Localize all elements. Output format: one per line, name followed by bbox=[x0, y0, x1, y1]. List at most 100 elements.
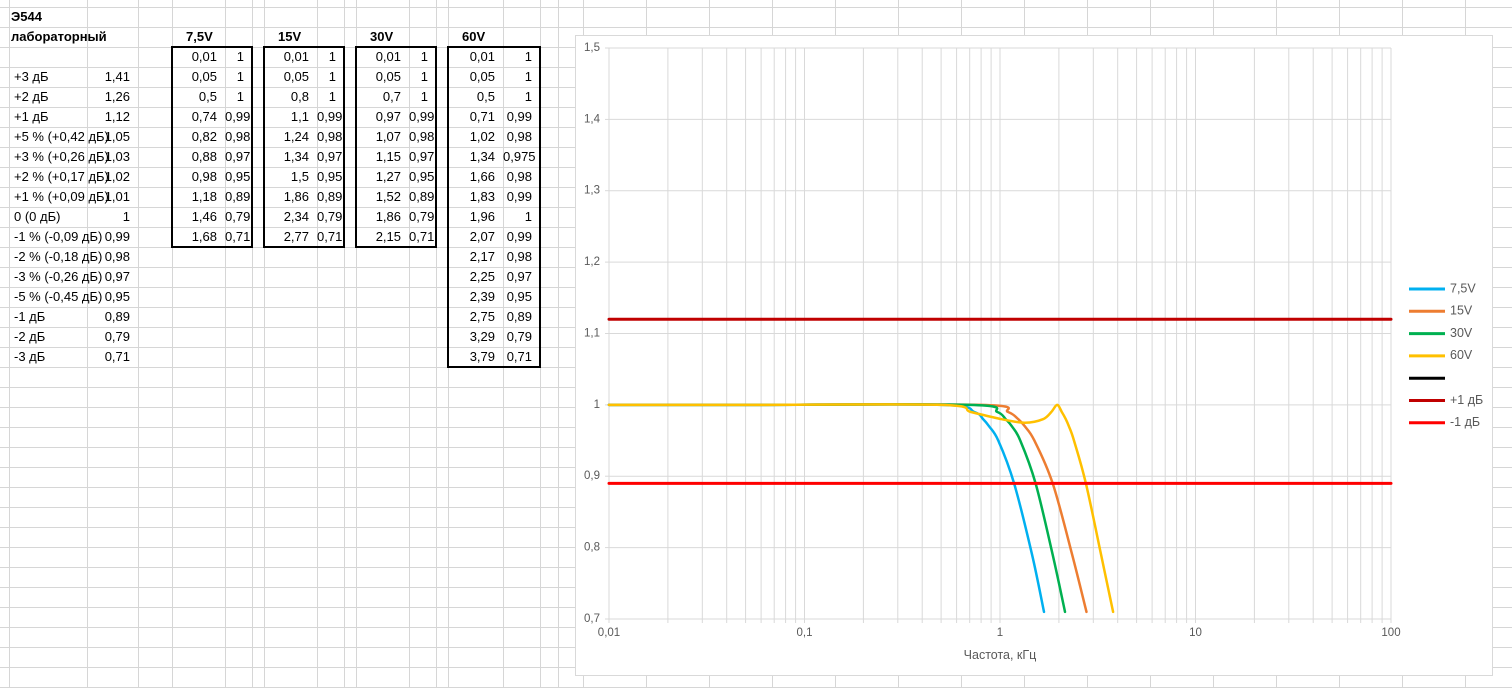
reference-label-cell[interactable]: -3 дБ bbox=[14, 349, 46, 364]
freq-cell[interactable]: 0,01 bbox=[283, 49, 309, 64]
gain-cell[interactable]: 0,79 bbox=[225, 209, 251, 224]
freq-cell[interactable]: 1,96 bbox=[469, 209, 495, 224]
freq-cell[interactable]: 1,68 bbox=[191, 229, 217, 244]
freq-cell[interactable]: 1,02 bbox=[469, 129, 495, 144]
gain-cell[interactable]: 0,71 bbox=[317, 229, 343, 244]
freq-cell[interactable]: 1,34 bbox=[469, 149, 495, 164]
gain-cell[interactable]: 0,99 bbox=[225, 109, 251, 124]
gain-cell[interactable]: 0,89 bbox=[506, 309, 532, 324]
freq-cell[interactable]: 0,98 bbox=[191, 169, 217, 184]
gain-cell[interactable]: 0,99 bbox=[506, 189, 532, 204]
freq-cell[interactable]: 0,05 bbox=[191, 69, 217, 84]
reference-value-cell[interactable]: 0,79 bbox=[104, 329, 130, 344]
reference-label-cell[interactable]: +3 дБ bbox=[14, 69, 49, 84]
gain-cell[interactable]: 0,99 bbox=[506, 109, 532, 124]
freq-cell[interactable]: 1,52 bbox=[375, 189, 401, 204]
freq-cell[interactable]: 2,75 bbox=[469, 309, 495, 324]
gain-cell[interactable]: 1 bbox=[236, 69, 244, 84]
reference-value-cell[interactable]: 0,99 bbox=[104, 229, 130, 244]
reference-label-cell[interactable]: +1 дБ bbox=[14, 109, 49, 124]
gain-cell[interactable]: 0,98 bbox=[317, 129, 343, 144]
freq-cell[interactable]: 1,24 bbox=[283, 129, 309, 144]
reference-label-cell[interactable]: -2 дБ bbox=[14, 329, 46, 344]
freq-cell[interactable]: 1,86 bbox=[283, 189, 309, 204]
freq-cell[interactable]: 0,01 bbox=[469, 49, 495, 64]
freq-cell[interactable]: 3,29 bbox=[469, 329, 495, 344]
gain-cell[interactable]: 1 bbox=[524, 49, 532, 64]
gain-cell[interactable]: 0,95 bbox=[506, 289, 532, 304]
gain-cell[interactable]: 0,98 bbox=[225, 129, 251, 144]
freq-cell[interactable]: 0,01 bbox=[375, 49, 401, 64]
freq-cell[interactable]: 0,8 bbox=[290, 89, 309, 104]
gain-cell[interactable]: 0,98 bbox=[506, 129, 532, 144]
freq-cell[interactable]: 1,07 bbox=[375, 129, 401, 144]
gain-cell[interactable]: 0,97 bbox=[506, 269, 532, 284]
freq-cell[interactable]: 0,5 bbox=[198, 89, 217, 104]
series-60v[interactable] bbox=[607, 403, 1115, 614]
freq-cell[interactable]: 0,7 bbox=[382, 89, 401, 104]
freq-cell[interactable]: 1,86 bbox=[375, 209, 401, 224]
reference-value-cell[interactable]: 1,41 bbox=[104, 69, 130, 84]
gain-cell[interactable]: 0,98 bbox=[506, 169, 532, 184]
freq-cell[interactable]: 1,1 bbox=[290, 109, 309, 124]
gain-cell[interactable]: 0,71 bbox=[225, 229, 251, 244]
sheet-subtitle-cell[interactable]: лабораторный bbox=[11, 29, 107, 44]
legend-item--1-дб[interactable]: +1 дБ bbox=[1409, 393, 1483, 407]
freq-cell[interactable]: 2,15 bbox=[375, 229, 401, 244]
reference-value-cell[interactable]: 0,98 bbox=[104, 249, 130, 264]
gain-cell[interactable]: 0,89 bbox=[317, 189, 343, 204]
freq-cell[interactable]: 3,79 bbox=[469, 349, 495, 364]
freq-cell[interactable]: 0,74 bbox=[191, 109, 217, 124]
gain-cell[interactable]: 1 bbox=[236, 89, 244, 104]
reference-value-cell[interactable]: 1,01 bbox=[104, 189, 130, 204]
reference-value-cell[interactable]: 0,71 bbox=[104, 349, 130, 364]
gain-cell[interactable]: 1 bbox=[236, 49, 244, 64]
gain-cell[interactable]: 0,95 bbox=[225, 169, 251, 184]
gain-cell[interactable]: 0,97 bbox=[225, 149, 251, 164]
freq-cell[interactable]: 2,39 bbox=[469, 289, 495, 304]
reference-label-cell[interactable]: -2 % (-0,18 дБ) bbox=[14, 249, 103, 264]
gain-cell[interactable]: 1 bbox=[328, 49, 336, 64]
gain-cell[interactable]: 0,975 bbox=[503, 149, 536, 164]
freq-cell[interactable]: 1,34 bbox=[283, 149, 309, 164]
legend-item--1-дб[interactable]: -1 дБ bbox=[1409, 415, 1480, 429]
freq-cell[interactable]: 0,71 bbox=[469, 109, 495, 124]
reference-label-cell[interactable]: +3 % (+0,26 дБ) bbox=[14, 149, 109, 164]
reference-value-cell[interactable]: 1,26 bbox=[104, 89, 130, 104]
gain-cell[interactable]: 0,89 bbox=[225, 189, 251, 204]
freq-cell[interactable]: 0,05 bbox=[375, 69, 401, 84]
reference-label-cell[interactable]: +2 дБ bbox=[14, 89, 49, 104]
sheet-title-cell[interactable]: Э544 bbox=[11, 9, 42, 24]
freq-cell[interactable]: 1,46 bbox=[191, 209, 217, 224]
gain-cell[interactable]: 0,79 bbox=[409, 209, 435, 224]
reference-value-cell[interactable]: 1,02 bbox=[104, 169, 130, 184]
freq-cell[interactable]: 2,34 bbox=[283, 209, 309, 224]
gain-cell[interactable]: 0,71 bbox=[409, 229, 435, 244]
gain-cell[interactable]: 0,99 bbox=[409, 109, 435, 124]
freq-cell[interactable]: 1,27 bbox=[375, 169, 401, 184]
gain-cell[interactable]: 1 bbox=[524, 69, 532, 84]
gain-cell[interactable]: 0,79 bbox=[317, 209, 343, 224]
legend-item-60v[interactable]: 60V bbox=[1409, 348, 1473, 362]
gain-cell[interactable]: 0,95 bbox=[317, 169, 343, 184]
freq-cell[interactable]: 1,66 bbox=[469, 169, 495, 184]
gain-cell[interactable]: 0,99 bbox=[317, 109, 343, 124]
freq-cell[interactable]: 0,82 bbox=[191, 129, 217, 144]
gain-cell[interactable]: 0,95 bbox=[409, 169, 435, 184]
freq-cell[interactable]: 2,17 bbox=[469, 249, 495, 264]
freq-cell[interactable]: 1,83 bbox=[469, 189, 495, 204]
gain-cell[interactable]: 0,89 bbox=[409, 189, 435, 204]
reference-label-cell[interactable]: -3 % (-0,26 дБ) bbox=[14, 269, 103, 284]
reference-value-cell[interactable]: 1,05 bbox=[104, 129, 130, 144]
gain-cell[interactable]: 0,79 bbox=[506, 329, 532, 344]
freq-cell[interactable]: 0,05 bbox=[283, 69, 309, 84]
reference-label-cell[interactable]: 0 (0 дБ) bbox=[14, 209, 61, 224]
reference-label-cell[interactable]: +5 % (+0,42 дБ) bbox=[14, 129, 109, 144]
reference-value-cell[interactable]: 1 bbox=[122, 209, 130, 224]
gain-cell[interactable]: 1 bbox=[524, 89, 532, 104]
reference-label-cell[interactable]: +1 % (+0,09 дБ) bbox=[14, 189, 109, 204]
legend-item-15v[interactable]: 15V bbox=[1409, 304, 1473, 318]
freq-cell[interactable]: 0,5 bbox=[476, 89, 495, 104]
frequency-response-chart[interactable]: 0,7 0,8 0,9 1 1,1 1,2 1,3 1,4 1,5 0,01 0,1 1 10 100 Ча… bbox=[575, 35, 1493, 676]
freq-cell[interactable]: 2,07 bbox=[469, 229, 495, 244]
